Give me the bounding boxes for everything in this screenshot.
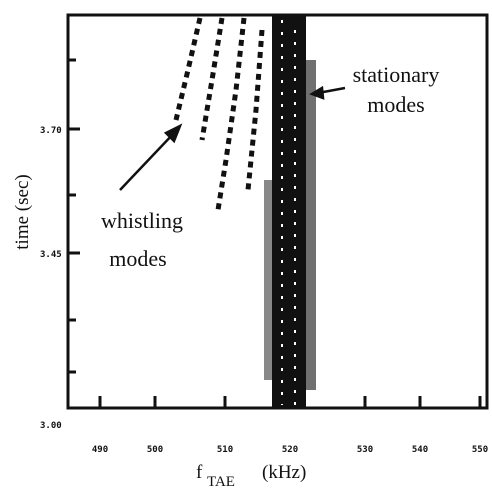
- x-tick-label: 500: [147, 445, 163, 455]
- x-tick-label: 510: [217, 445, 233, 455]
- x-tick-label: 540: [412, 445, 428, 455]
- x-axis-label-sub: TAE: [207, 474, 235, 490]
- x-tick-label: 520: [282, 445, 298, 455]
- annotation: modes: [109, 246, 166, 271]
- y-axis-label: time (sec): [12, 174, 33, 249]
- annotation: stationary: [353, 62, 440, 87]
- x-axis-unit: (kHz): [262, 462, 306, 483]
- y-tick-label: 3.00: [40, 421, 62, 431]
- spectrogram: [173, 16, 316, 408]
- y-tick-label: 3.45: [40, 250, 62, 260]
- axes-frame: [66, 13, 489, 410]
- x-tick-label: 530: [357, 445, 373, 455]
- annotation: modes: [367, 92, 424, 117]
- x-axis-label: f: [196, 462, 203, 483]
- x-tick-label: 550: [472, 445, 488, 455]
- y-tick-label: 3.70: [40, 126, 62, 136]
- x-tick-label: 490: [92, 445, 108, 455]
- ticks: [68, 58, 482, 408]
- annotation: whistling: [101, 208, 183, 233]
- arrows: [119, 85, 346, 191]
